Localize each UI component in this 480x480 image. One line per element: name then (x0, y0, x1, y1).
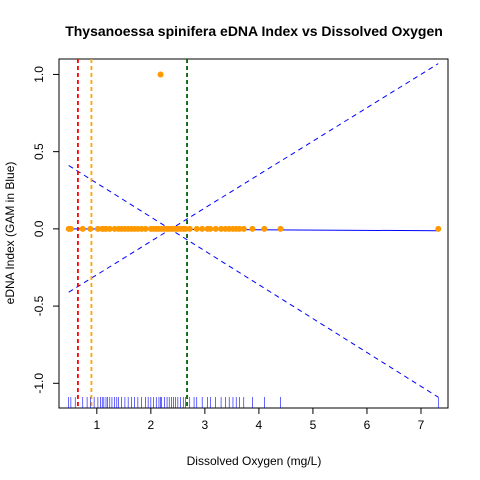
data-point (193, 225, 200, 232)
x-tick-label: 3 (202, 418, 209, 432)
y-tick-label: 0.0 (32, 220, 46, 237)
y-tick-label: 1.0 (32, 66, 46, 83)
x-tick-label: 5 (310, 418, 317, 432)
chart-title: Thysanoessa spinifera eDNA Index vs Diss… (65, 23, 443, 39)
data-point (236, 225, 243, 232)
y-axis-label: eDNA Index (GAM in Blue) (3, 162, 17, 305)
data-point (94, 225, 101, 232)
data-point (87, 225, 94, 232)
y-tick-label: -1.0 (32, 373, 46, 394)
data-point (240, 225, 247, 232)
plot-frame (58, 58, 449, 409)
data-point (142, 225, 149, 232)
data-point (261, 225, 268, 232)
data-point (67, 225, 74, 232)
y-tick-label: -0.5 (32, 295, 46, 316)
data-point (106, 225, 113, 232)
y-tick-label: 0.5 (32, 143, 46, 160)
data-point (182, 225, 189, 232)
x-tick-label: 4 (256, 418, 263, 432)
data-point (218, 225, 225, 232)
data-point (199, 225, 206, 232)
x-axis-label: Dissolved Oxygen (mg/L) (187, 454, 322, 468)
x-tick-label: 2 (148, 418, 155, 432)
data-point (277, 225, 284, 232)
data-point (249, 225, 256, 232)
x-tick-label: 7 (418, 418, 425, 432)
data-point (207, 225, 214, 232)
gam-ci-lower-line (68, 165, 439, 398)
data-point (435, 225, 442, 232)
data-point (79, 225, 86, 232)
x-tick-label: 1 (93, 418, 100, 432)
data-point (157, 71, 164, 78)
data-point (212, 225, 219, 232)
gam-ci-upper-line (68, 63, 439, 293)
data-point (186, 225, 193, 232)
plot-area: 1 2 3 4 5 6 7 -1.0 -0.5 0.0 0.5 1.0 (32, 58, 449, 432)
x-tick-label: 6 (364, 418, 371, 432)
